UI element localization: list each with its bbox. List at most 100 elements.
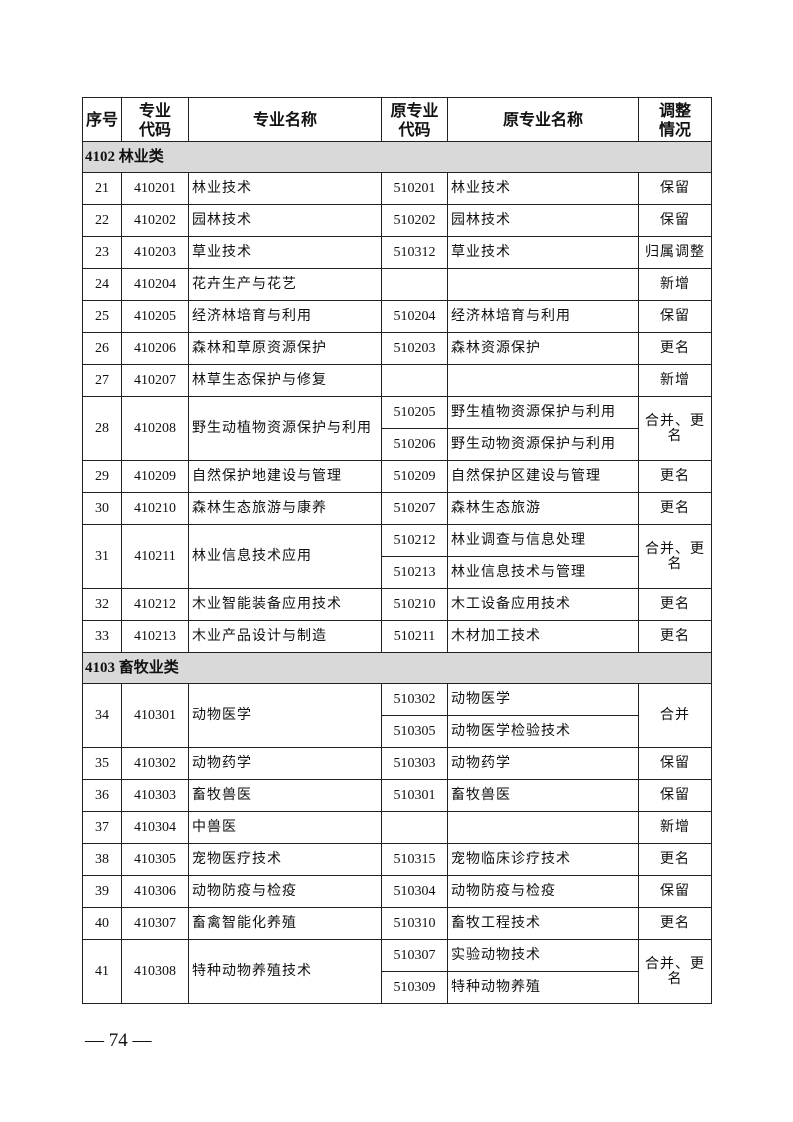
major-code: 410304: [121, 811, 189, 844]
original-name: 特种动物养殖: [447, 971, 639, 1004]
major-code: 410213: [121, 620, 189, 653]
table-row: 29 410209 自然保护地建设与管理 510209 自然保护区建设与管理 更名: [82, 460, 712, 493]
major-name: 林业技术: [188, 172, 382, 205]
adjustment-status: 更名: [638, 460, 712, 493]
major-name: 野生动植物资源保护与利用: [188, 396, 382, 461]
original-code: 510210: [381, 588, 448, 621]
header-orig-code: 原专业 代码: [381, 97, 448, 142]
original-code: 510202: [381, 204, 448, 237]
major-code: 410204: [121, 268, 189, 301]
major-code: 410212: [121, 588, 189, 621]
adjustment-status: 合并、更名: [638, 524, 712, 589]
adjustment-status: 保留: [638, 204, 712, 237]
table-row: 32 410212 木业智能装备应用技术 510210 木工设备应用技术 更名: [82, 588, 712, 621]
major-name: 林业信息技术应用: [188, 524, 382, 589]
major-code: 410306: [121, 875, 189, 908]
row-number: 25: [82, 300, 122, 333]
original-code: [381, 811, 448, 844]
adjustment-status: 更名: [638, 332, 712, 365]
table-row: 21 410201 林业技术 510201 林业技术 保留: [82, 172, 712, 205]
header-status: 调整 情况: [638, 97, 712, 142]
original-code: 510205: [381, 396, 448, 429]
adjustment-status: 更名: [638, 843, 712, 876]
row-number: 39: [82, 875, 122, 908]
original-name: 畜牧兽医: [447, 779, 639, 812]
table-row: 36 410303 畜牧兽医 510301 畜牧兽医 保留: [82, 779, 712, 812]
section-title: 4102 林业类: [82, 141, 712, 173]
row-number: 38: [82, 843, 122, 876]
major-name: 畜牧兽医: [188, 779, 382, 812]
section-row: 4103 畜牧业类: [82, 652, 712, 684]
original-name: 草业技术: [447, 236, 639, 269]
table-row: 31 410211 林业信息技术应用 510212 林业调查与信息处理 合并、更名: [82, 524, 712, 589]
adjustment-status: 合并、更名: [638, 939, 712, 1004]
adjustment-status: 归属调整: [638, 236, 712, 269]
original-code: 510307: [381, 939, 448, 972]
original-name: 森林生态旅游: [447, 492, 639, 525]
table-row: 40 410307 畜禽智能化养殖 510310 畜牧工程技术 更名: [82, 907, 712, 940]
row-number: 22: [82, 204, 122, 237]
row-number: 40: [82, 907, 122, 940]
adjustment-status: 新增: [638, 364, 712, 397]
original-name: 实验动物技术: [447, 939, 639, 972]
major-name: 草业技术: [188, 236, 382, 269]
original-code: 510204: [381, 300, 448, 333]
adjustment-status: 合并: [638, 683, 712, 748]
major-code: 410205: [121, 300, 189, 333]
adjustment-status: 更名: [638, 907, 712, 940]
table-row: 23 410203 草业技术 510312 草业技术 归属调整: [82, 236, 712, 269]
major-name: 自然保护地建设与管理: [188, 460, 382, 493]
major-code: 410307: [121, 907, 189, 940]
original-code: 510303: [381, 747, 448, 780]
major-code: 410303: [121, 779, 189, 812]
row-number: 32: [82, 588, 122, 621]
header-name: 专业名称: [188, 97, 382, 142]
major-code: 410308: [121, 939, 189, 1004]
major-code: 410302: [121, 747, 189, 780]
original-code: 510312: [381, 236, 448, 269]
table-row: 35 410302 动物药学 510303 动物药学 保留: [82, 747, 712, 780]
table-subrow: 510305 动物医学检验技术: [83, 715, 712, 748]
table-row: 24 410204 花卉生产与花艺 新增: [82, 268, 712, 301]
adjustment-status: 更名: [638, 588, 712, 621]
major-code: 410206: [121, 332, 189, 365]
original-name: 林业技术: [447, 172, 639, 205]
row-number: 31: [82, 524, 122, 589]
major-name: 动物防疫与检疫: [188, 875, 382, 908]
row-number: 23: [82, 236, 122, 269]
adjustment-status: 保留: [638, 875, 712, 908]
adjustment-status: 保留: [638, 172, 712, 205]
original-code: 510302: [381, 683, 448, 716]
row-number: 30: [82, 492, 122, 525]
original-name: 木工设备应用技术: [447, 588, 639, 621]
table-row: 22 410202 园林技术 510202 园林技术 保留: [82, 204, 712, 237]
original-name: 经济林培育与利用: [447, 300, 639, 333]
adjustment-status: 保留: [638, 747, 712, 780]
section-row: 4102 林业类: [82, 141, 712, 173]
major-name: 森林生态旅游与康养: [188, 492, 382, 525]
header-code: 专业 代码: [121, 97, 189, 142]
original-code: 510209: [381, 460, 448, 493]
row-number: 41: [82, 939, 122, 1004]
original-code: 510310: [381, 907, 448, 940]
original-name: 木材加工技术: [447, 620, 639, 653]
original-name: 林业调查与信息处理: [447, 524, 639, 557]
original-name: 森林资源保护: [447, 332, 639, 365]
major-code: 410211: [121, 524, 189, 589]
original-code: 510304: [381, 875, 448, 908]
adjustment-status: 新增: [638, 268, 712, 301]
original-code: 510211: [381, 620, 448, 653]
major-name: 特种动物养殖技术: [188, 939, 382, 1004]
major-code: 410305: [121, 843, 189, 876]
adjustment-status: 新增: [638, 811, 712, 844]
table-row: 37 410304 中兽医 新增: [82, 811, 712, 844]
table-subrow: 510206 野生动物资源保护与利用: [83, 428, 712, 461]
section-title: 4103 畜牧业类: [82, 652, 712, 684]
original-name: [447, 364, 639, 397]
original-code: 510207: [381, 492, 448, 525]
row-number: 29: [82, 460, 122, 493]
original-name: 畜牧工程技术: [447, 907, 639, 940]
table-row: 34 410301 动物医学 510302 动物医学 合并: [82, 683, 712, 748]
row-number: 37: [82, 811, 122, 844]
table-row: 38 410305 宠物医疗技术 510315 宠物临床诊疗技术 更名: [82, 843, 712, 876]
